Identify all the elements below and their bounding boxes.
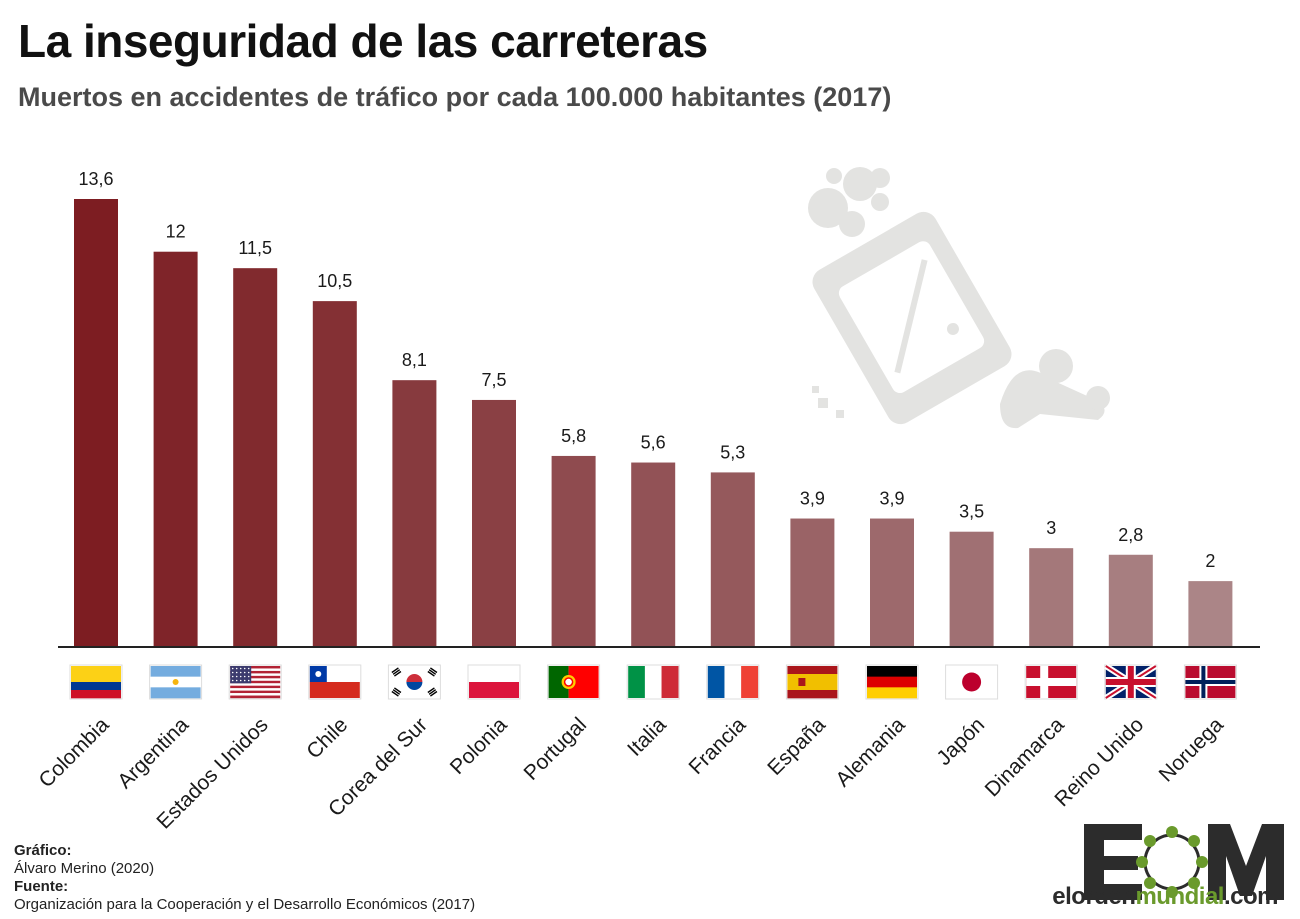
value-label: 2,8 xyxy=(1118,525,1143,545)
source-text: Organización para la Cooperación y el De… xyxy=(14,896,476,913)
bar-japón xyxy=(949,531,994,647)
bar-chile xyxy=(312,301,357,647)
category-label: Francia xyxy=(685,713,751,779)
value-label: 13,6 xyxy=(78,169,113,189)
bar-portugal xyxy=(551,455,596,647)
bar-colombia xyxy=(74,199,118,647)
logo-url[interactable]: elordenmundial.com xyxy=(1052,883,1278,911)
bar-españa xyxy=(790,518,835,647)
credits: Gráfico: Álvaro Merino (2020) Fuente: Or… xyxy=(14,842,475,914)
usa-flag-icon xyxy=(228,664,282,700)
category-label: Colombia xyxy=(35,713,114,792)
value-label: 12 xyxy=(166,222,186,242)
bar-corea-del-sur xyxy=(392,380,437,647)
value-label: 5,6 xyxy=(641,433,666,453)
value-label: 2 xyxy=(1205,551,1215,571)
colombia-flag-icon xyxy=(69,664,123,700)
chart-subtitle: Muertos en accidentes de tráfico por cad… xyxy=(18,82,892,112)
category-label: Chile xyxy=(302,713,352,763)
argentina-flag-icon xyxy=(149,664,203,700)
category-label: Argentina xyxy=(113,713,193,793)
denmark-flag-icon xyxy=(1024,664,1078,700)
poland-flag-icon xyxy=(467,664,521,700)
germany-flag-icon xyxy=(865,664,919,700)
bar-reino-unido xyxy=(1108,554,1153,647)
category-label: Alemania xyxy=(831,713,909,791)
south-korea-flag-icon xyxy=(387,664,441,700)
value-label: 5,3 xyxy=(720,442,745,462)
bar-estados-unidos xyxy=(233,268,278,647)
bar-italia xyxy=(631,462,676,647)
category-label: Italia xyxy=(623,713,671,761)
category-label: Noruega xyxy=(1155,713,1228,786)
spain-flag-icon xyxy=(785,664,839,700)
value-label: 3,9 xyxy=(800,489,825,509)
eom-logo xyxy=(1084,824,1284,900)
portugal-flag-icon xyxy=(547,664,601,700)
logo-url-suffix: .com xyxy=(1223,883,1279,910)
value-label: 3,5 xyxy=(959,502,984,522)
value-label: 3 xyxy=(1046,518,1056,538)
logo-url-prefix: elorden xyxy=(1052,883,1136,910)
chart-title: La inseguridad de las carreteras xyxy=(18,15,708,67)
value-labels-group: 13,6 12 11,5 10,5 8,1 7,5 5,8 5,6 5,3 3,9 3,9 3,5 3 2… xyxy=(78,169,1215,571)
uk-flag-icon xyxy=(1104,663,1158,701)
bar-noruega xyxy=(1188,581,1233,647)
category-label: España xyxy=(763,713,830,780)
value-label: 7,5 xyxy=(481,370,506,390)
flags-group xyxy=(69,663,1237,701)
bar-argentina xyxy=(153,251,198,648)
norway-flag-icon xyxy=(1183,664,1237,700)
france-flag-icon xyxy=(706,664,760,700)
value-label: 8,1 xyxy=(402,350,427,370)
value-label: 10,5 xyxy=(317,271,352,291)
logo-url-accent: mundial xyxy=(1135,883,1224,910)
bar-francia xyxy=(710,472,755,647)
graphic-author: Álvaro Merino (2020) xyxy=(14,860,155,877)
bar-alemania xyxy=(870,518,914,647)
italy-flag-icon xyxy=(626,664,680,700)
bar-dinamarca xyxy=(1029,548,1074,647)
value-label: 5,8 xyxy=(561,426,586,446)
value-label: 3,9 xyxy=(879,489,904,509)
bar-polonia xyxy=(472,399,516,647)
bars-group xyxy=(74,199,1233,648)
graphic-label: Gráfico: xyxy=(14,842,72,859)
crash-illustration xyxy=(808,167,1110,429)
category-label: Dinamarca xyxy=(981,713,1069,801)
chile-flag-icon xyxy=(308,664,362,700)
value-label: 11,5 xyxy=(238,238,272,258)
category-label: Portugal xyxy=(520,713,592,785)
japan-flag-icon xyxy=(945,664,999,700)
category-label: Polonia xyxy=(446,713,512,779)
source-label: Fuente: xyxy=(14,878,69,895)
category-label: Japón xyxy=(932,713,989,770)
